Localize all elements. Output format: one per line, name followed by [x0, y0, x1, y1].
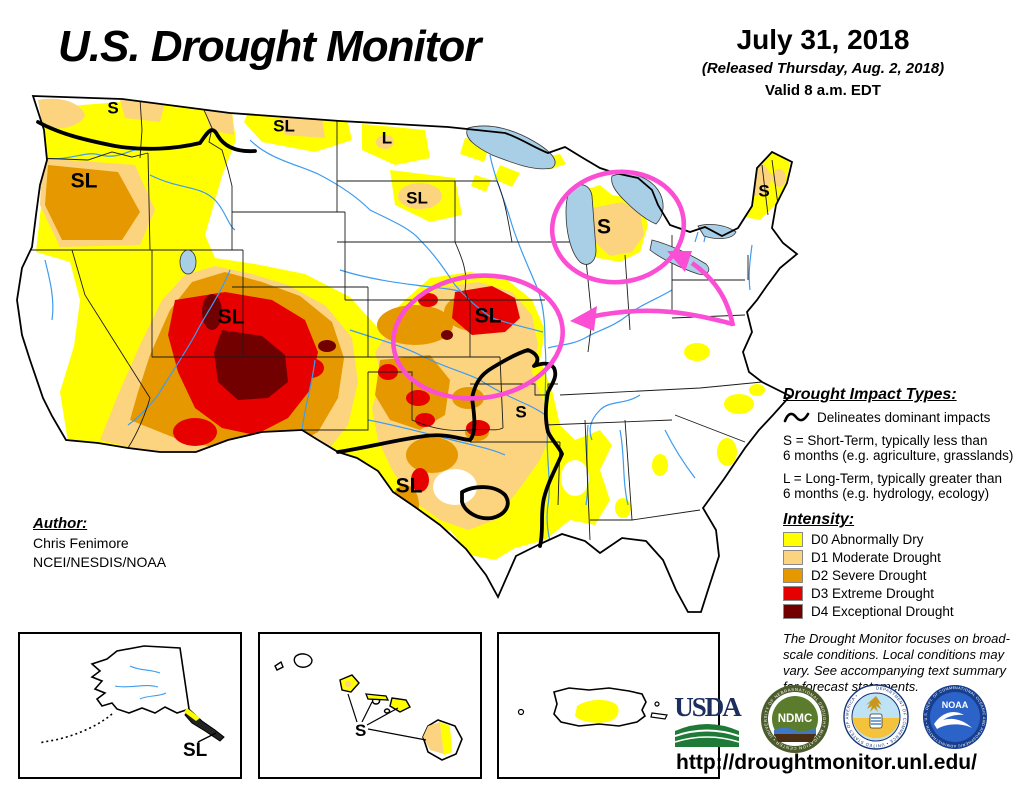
d2-swatch: [783, 568, 803, 584]
michigan-ellipse: [549, 169, 687, 285]
great-lakes: [179, 125, 737, 275]
drought-d4-areas: [202, 294, 453, 400]
impact-label-nd: L: [381, 128, 393, 148]
usda-field-graphic: [674, 724, 740, 747]
long-term-line1: L = Long-Term, typically greater than: [783, 471, 1002, 487]
arrowhead-missouri: [570, 306, 597, 331]
d4-swatch: [783, 604, 803, 620]
d1-swatch: [783, 550, 803, 566]
impact-label-ny: S: [758, 181, 770, 201]
long-term-line2: 6 months (e.g. hydrology, ecology): [783, 486, 990, 502]
impact-label-mi: S: [596, 215, 612, 239]
delineates-text: Delineates dominant impacts: [817, 410, 991, 425]
kauai: [293, 653, 313, 668]
hawaii-label-leaders: [347, 693, 427, 741]
short-term-line2: 6 months (e.g. agriculture, grasslands): [783, 448, 1014, 464]
oahu-d1: [345, 681, 351, 687]
noaa-wordmark: NOAA: [942, 700, 969, 710]
valid-time: Valid 8 a.m. EDT: [765, 82, 881, 99]
impact-label-sd: SL: [406, 188, 428, 208]
arrow-to-michigan-shaft: [690, 261, 736, 327]
alaska-inset: SL: [18, 632, 242, 779]
commerce-logo: DEPARTMENT OF COMMERCE • UNITED STATES O…: [843, 684, 909, 750]
author-org: NCEI/NESDIS/NOAA: [33, 554, 167, 570]
impact-label-mo: SL: [474, 304, 502, 328]
legend-item-d3: D3 Extreme Drought: [783, 586, 1019, 602]
vieques: [650, 712, 668, 720]
usda-wordmark: USDA: [674, 692, 742, 722]
date-block: July 31, 2018 (Released Thursday, Aug. 2…: [630, 24, 1016, 99]
hawaii-impact-label: S: [355, 721, 366, 740]
ndmc-wordmark: NDMC: [778, 713, 813, 725]
puerto-rico-inset: [497, 632, 720, 779]
aleutians: [39, 713, 113, 744]
short-term-line1: S = Short-Term, typically less than: [783, 433, 988, 448]
legend-item-d0: D0 Abnormally Dry: [783, 532, 1019, 548]
intensity-heading: Intensity:: [783, 511, 855, 529]
alaska-rivers: [114, 665, 167, 700]
culebra: [654, 701, 660, 707]
noaa-gull: [934, 712, 972, 729]
report-date: July 31, 2018: [736, 24, 910, 55]
alaska-outline: [90, 645, 190, 714]
author-heading: Author:: [33, 515, 88, 532]
impact-types-heading: Drought Impact Types:: [783, 386, 957, 403]
usda-logo: USDA: [674, 692, 742, 752]
impact-label-ar: S: [515, 402, 527, 422]
author-block: Author: Chris Fenimore NCEI/NESDIS/NOAA: [33, 515, 166, 570]
release-info: (Released Thursday, Aug. 2, 2018): [701, 60, 945, 77]
arrow-to-missouri-shaft: [589, 308, 734, 327]
page-title: U.S. Drought Monitor: [58, 22, 481, 71]
mona-island: [517, 708, 525, 716]
delineation-squiggle-icon: [783, 412, 810, 423]
author-name: Chris Fenimore: [33, 535, 129, 551]
hawaii-inset: S: [258, 632, 482, 779]
alaska-impact-label: SL: [183, 740, 208, 761]
puerto-rico-drought-area: [575, 699, 619, 723]
missouri-ellipse: [391, 273, 565, 401]
commerce-eagle: [866, 696, 882, 712]
impact-label-four-corners: SL: [217, 305, 245, 329]
d3-swatch: [783, 586, 803, 602]
impact-label-or: SL: [70, 169, 98, 193]
niihau: [274, 660, 284, 671]
arrowhead-michigan: [667, 251, 692, 272]
legend-panel: Drought Impact Types: Delineates dominan…: [783, 386, 1019, 695]
impact-label-wa: S: [107, 98, 119, 118]
disclaimer-note: The Drought Monitor focuses on broad-sca…: [783, 631, 1010, 695]
alaska-label-leader: [197, 732, 217, 743]
annotation-ellipses: [391, 169, 736, 401]
ndmc-logo: NDMC NATIONAL DROUGHT MITIGATION CENTER …: [760, 684, 829, 753]
maui: [389, 697, 411, 713]
impact-label-mt: SL: [273, 116, 295, 136]
legend-item-d1: D1 Moderate Drought: [783, 550, 1019, 566]
impact-delineation-lines: [36, 120, 564, 548]
big-island-d1: [423, 722, 444, 754]
big-island-d0: [440, 722, 452, 755]
molokai: [364, 693, 390, 701]
legend-item-d2: D2 Severe Drought: [783, 568, 1019, 584]
d0-swatch: [783, 532, 803, 548]
annotation-arrowheads: [570, 251, 692, 331]
kahoolawe: [383, 708, 391, 714]
legend-item-d4: D4 Exceptional Drought: [783, 604, 1019, 620]
alaska-drought-area: [184, 708, 200, 721]
impact-label-tx: SL: [395, 474, 423, 498]
footer-url: http://droughtmonitor.unl.edu/: [676, 751, 977, 774]
noaa-logo: NOAA NATIONAL OCEANIC AND ATMOSPHERIC AD…: [922, 684, 987, 749]
